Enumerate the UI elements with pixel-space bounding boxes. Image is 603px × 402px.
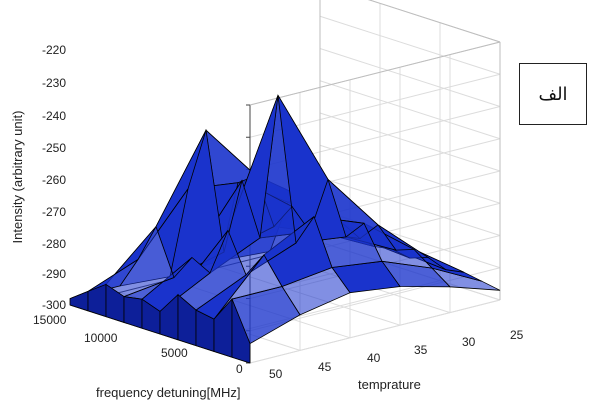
z-tick-label: -230 xyxy=(42,76,66,90)
surface-front-facet xyxy=(231,298,251,364)
y-tick-label: 35 xyxy=(414,343,428,357)
x-axis-label: frequency detuning[MHz] xyxy=(96,385,241,400)
grid-line xyxy=(319,144,501,204)
grid-line xyxy=(368,0,501,43)
x-tick-label: 5000 xyxy=(161,346,188,360)
z-tick-label: -240 xyxy=(42,109,66,123)
surface-front-facet xyxy=(123,296,143,329)
y-tick-label: 45 xyxy=(318,360,332,374)
z-tick-label: -250 xyxy=(42,141,66,155)
y-tick-label: 30 xyxy=(462,335,476,349)
y-axis-label: temprature xyxy=(358,377,421,392)
surface-plot xyxy=(69,94,501,364)
z-tick-label: -300 xyxy=(42,298,66,312)
z-tick-label: -220 xyxy=(42,43,66,57)
x-tick-label: 15000 xyxy=(33,313,67,327)
grid-line xyxy=(319,112,501,172)
figure-label-box: الف xyxy=(519,63,587,125)
y-tick-label: 40 xyxy=(367,351,381,365)
y-tick-label: 25 xyxy=(510,328,524,342)
z-tick-label: -280 xyxy=(42,237,66,251)
x-tick-label: 10000 xyxy=(84,331,118,345)
y-tick-labels: 50 45 40 35 30 25 xyxy=(269,328,524,381)
z-tick-label: -290 xyxy=(42,267,66,281)
z-axis-label: Intensity (arbitrary unit) xyxy=(10,111,25,244)
z-tick-label: -270 xyxy=(42,205,66,219)
x-tick-label: 0 xyxy=(236,362,243,376)
z-tick-label: -260 xyxy=(42,173,66,187)
figure-label: الف xyxy=(538,83,568,105)
grid-line xyxy=(319,15,501,75)
surface-front-facet xyxy=(69,290,89,312)
box-edge xyxy=(249,41,501,106)
grid-line xyxy=(319,48,501,107)
z-tick-labels: -220 -230 -240 -250 -260 -270 -280 -290 … xyxy=(42,43,66,312)
grid-line xyxy=(249,299,501,364)
y-tick-label: 50 xyxy=(269,367,283,381)
x-tick-labels: 15000 10000 5000 0 xyxy=(33,313,243,376)
grid-line xyxy=(319,80,501,140)
box-edge xyxy=(368,0,501,43)
